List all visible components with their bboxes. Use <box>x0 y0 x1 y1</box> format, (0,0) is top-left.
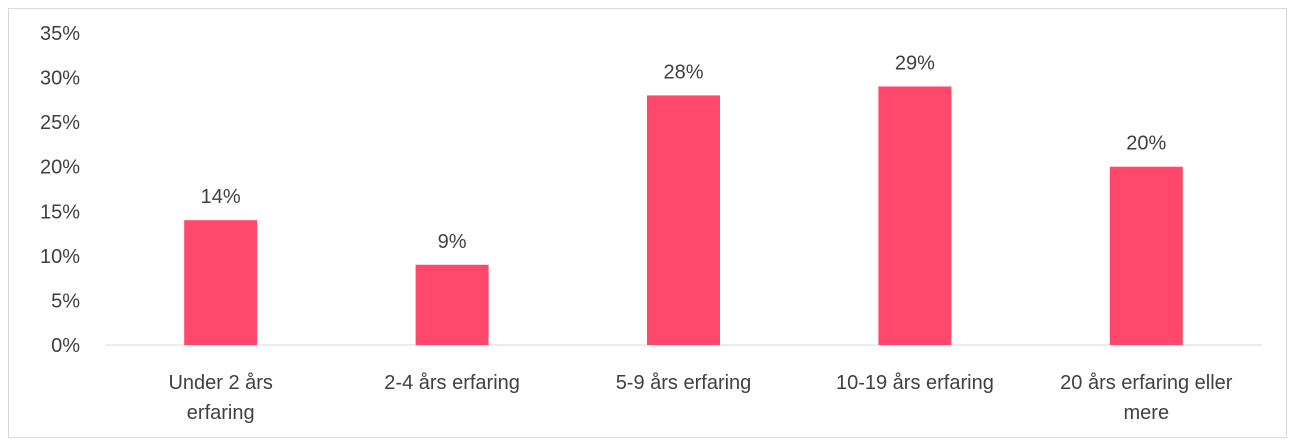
x-tick-label: 20 års erfaring eller mere <box>1060 372 1233 424</box>
x-tick-label-line: 5-9 års erfaring <box>616 372 752 394</box>
y-tick-label: 30% <box>40 68 80 90</box>
x-tick-label-line: 20 års erfaring eller <box>1060 372 1233 394</box>
data-label: 14% <box>201 186 241 208</box>
x-tick-label: 2-4 års erfaring <box>384 372 520 394</box>
x-tick-label: Under 2 års erfaring <box>168 372 273 424</box>
x-tick-label-line: 10-19 års erfaring <box>836 372 994 394</box>
y-tick-label: 0% <box>51 335 80 357</box>
y-tick-label: 10% <box>40 246 80 268</box>
x-tick-label: 5-9 års erfaring <box>616 372 752 394</box>
data-label: 20% <box>1126 133 1166 155</box>
data-label: 28% <box>663 61 703 83</box>
y-tick-label: 15% <box>40 201 80 223</box>
data-label: 9% <box>438 231 467 253</box>
x-tick-label-line: mere <box>1124 402 1170 424</box>
data-label: 29% <box>895 52 935 74</box>
y-tick-label: 25% <box>40 112 80 134</box>
x-tick-label-line: Under 2 års <box>168 372 273 394</box>
bar <box>647 95 720 346</box>
bar <box>415 264 489 345</box>
x-tick-label-line: 2-4 års erfaring <box>384 372 520 394</box>
bar <box>184 220 258 345</box>
x-tick-label-line: erfaring <box>187 402 255 424</box>
x-tick-label: 10-19 års erfaring <box>836 372 994 394</box>
y-tick-label: 20% <box>40 157 80 179</box>
y-tick-label: 35% <box>40 23 80 45</box>
bar <box>1109 166 1183 345</box>
bar <box>878 86 952 345</box>
y-tick-label: 5% <box>51 290 80 312</box>
